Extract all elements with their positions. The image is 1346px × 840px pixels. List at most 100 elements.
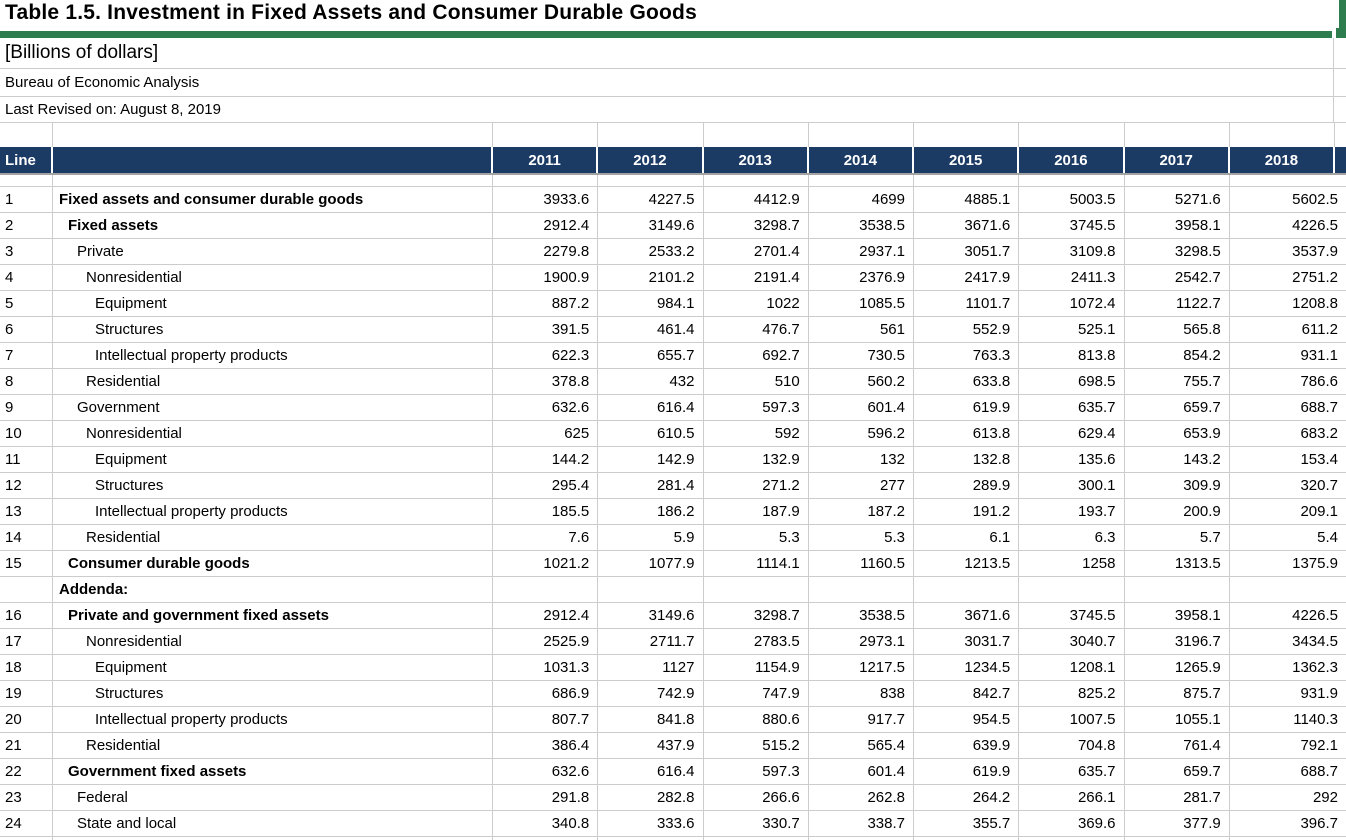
table-row: 3 Private 2279.8 2533.2 2701.4 2937.1 3051.7 31…: [0, 239, 1346, 265]
value-cell: 1031.3: [493, 655, 599, 680]
table-row: 21 Residential 386.4 437.9 515.2 565.4 639.9 70…: [0, 733, 1346, 759]
value-cell: 2937.1: [809, 239, 914, 264]
header-sliver-cell: [1335, 147, 1346, 173]
value-cell: 2701.4: [704, 239, 809, 264]
value-cell: 601.4: [809, 759, 914, 784]
row-label: State and local: [53, 811, 493, 836]
row-label: Structures: [53, 681, 493, 706]
value-cell: 755.7: [1125, 369, 1230, 394]
value-cell: 209.1: [1300, 503, 1338, 520]
table-row: 7 Intellectual property products 622.3 655.…: [0, 343, 1346, 369]
value-cell: 3434.5: [1292, 633, 1338, 650]
title-accent-right-bar: [1339, 0, 1346, 38]
value-cell: 5.3: [809, 525, 914, 550]
value-cell: 688.7: [1300, 399, 1338, 416]
empty-cell: [704, 837, 809, 840]
value-cell: 300.1: [1019, 473, 1125, 498]
value-cell: 597.3: [704, 395, 809, 420]
value-cell: 635.7: [1019, 395, 1125, 420]
value-cell: 1007.5: [1019, 707, 1125, 732]
value-cell: 659.7: [1125, 395, 1230, 420]
value-cell: 761.4: [1125, 733, 1230, 758]
value-cell: 841.8: [598, 707, 704, 732]
value-cell: 619.9: [914, 395, 1020, 420]
value-cell: 186.2: [598, 499, 704, 524]
table-row: 14 Residential 7.6 5.9 5.3 5.3 6.1 6.3 5.7 5.4: [0, 525, 1346, 551]
row-label: Fixed assets and consumer durable goods: [53, 187, 493, 212]
revised-label: Last Revised on: August 8, 2019: [5, 101, 221, 118]
value-cell: 281.7: [1125, 785, 1230, 810]
value-cell: 1101.7: [914, 291, 1020, 316]
table-row: 2 Fixed assets 2912.4 3149.6 3298.7 3538.5 367…: [0, 213, 1346, 239]
value-cell: 3745.5: [1019, 213, 1125, 238]
value-cell: 3671.6: [914, 213, 1020, 238]
value-cell: 655.7: [598, 343, 704, 368]
table-row: 22 Government fixed assets 632.6 616.4 597.3…: [0, 759, 1346, 785]
line-number: 5: [0, 291, 53, 316]
empty-cell: [914, 837, 1020, 840]
empty-cell: [1230, 123, 1335, 147]
empty-cell: [53, 837, 493, 840]
value-cell: 187.2: [809, 499, 914, 524]
value-cell: 629.4: [1019, 421, 1125, 446]
value-cell: 688.7: [1300, 763, 1338, 780]
value-cell: 704.8: [1019, 733, 1125, 758]
value-cell: 185.5: [493, 499, 599, 524]
source-label: Bureau of Economic Analysis: [5, 74, 200, 91]
line-number: 3: [0, 239, 53, 264]
title-accent-corner: [1336, 28, 1346, 38]
value-cell: 1154.9: [704, 655, 809, 680]
value-cell: 6.3: [1019, 525, 1125, 550]
empty-cell: [1125, 837, 1230, 840]
line-number: [0, 577, 53, 602]
value-cell: 3040.7: [1019, 629, 1125, 654]
row-label: Structures: [53, 473, 493, 498]
value-cell: 132.9: [704, 447, 809, 472]
value-cell: 525.1: [1019, 317, 1125, 342]
value-cell: 200.9: [1125, 499, 1230, 524]
value-cell: 1127: [598, 655, 704, 680]
value-cell: 396.7: [1300, 815, 1338, 832]
value-cell: [1230, 577, 1346, 602]
value-cell: 340.8: [493, 811, 599, 836]
value-cell: 2191.4: [704, 265, 809, 290]
value-cell: 264.2: [914, 785, 1020, 810]
value-cell: 2411.3: [1019, 265, 1125, 290]
value-cell: 1375.9: [1292, 555, 1338, 572]
value-cell: 1072.4: [1019, 291, 1125, 316]
table-row: 17 Nonresidential 2525.9 2711.7 2783.5 2973.1…: [0, 629, 1346, 655]
empty-cell: [809, 123, 914, 147]
value-cell: 5.7: [1125, 525, 1230, 550]
value-cell: 369.6: [1019, 811, 1125, 836]
empty-cell: [914, 175, 1020, 186]
table-row: Addenda:: [0, 577, 1346, 603]
line-number: 10: [0, 421, 53, 446]
value-cell: 132: [809, 447, 914, 472]
value-cell: [704, 577, 809, 602]
row-label: Residential: [53, 369, 493, 394]
value-cell: 320.7: [1300, 477, 1338, 494]
value-cell: 193.7: [1019, 499, 1125, 524]
value-cell: 3537.9: [1292, 243, 1338, 260]
value-cell: 632.6: [493, 759, 599, 784]
empty-cell: [914, 123, 1020, 147]
value-cell: [1019, 577, 1125, 602]
value-cell: 633.8: [914, 369, 1020, 394]
value-cell: 3671.6: [914, 603, 1020, 628]
value-cell: 5.9: [598, 525, 704, 550]
line-number: 22: [0, 759, 53, 784]
row-label: Nonresidential: [53, 629, 493, 654]
empty-cell: [0, 175, 53, 186]
table-row: 10 Nonresidential 625 610.5 592 596.2 613.8 629…: [0, 421, 1346, 447]
value-cell: 592: [704, 421, 809, 446]
table-row: 20 Intellectual property products 807.7 841…: [0, 707, 1346, 733]
empty-cell: [809, 175, 914, 186]
value-cell: 730.5: [809, 343, 914, 368]
value-cell: 2783.5: [704, 629, 809, 654]
table-row: 5 Equipment 887.2 984.1 1022 1085.5 1101.7 1072…: [0, 291, 1346, 317]
value-cell: 683.2: [1300, 425, 1338, 442]
value-cell: 610.5: [598, 421, 704, 446]
value-cell: 2376.9: [809, 265, 914, 290]
line-number: 11: [0, 447, 53, 472]
row-label: Federal: [53, 785, 493, 810]
